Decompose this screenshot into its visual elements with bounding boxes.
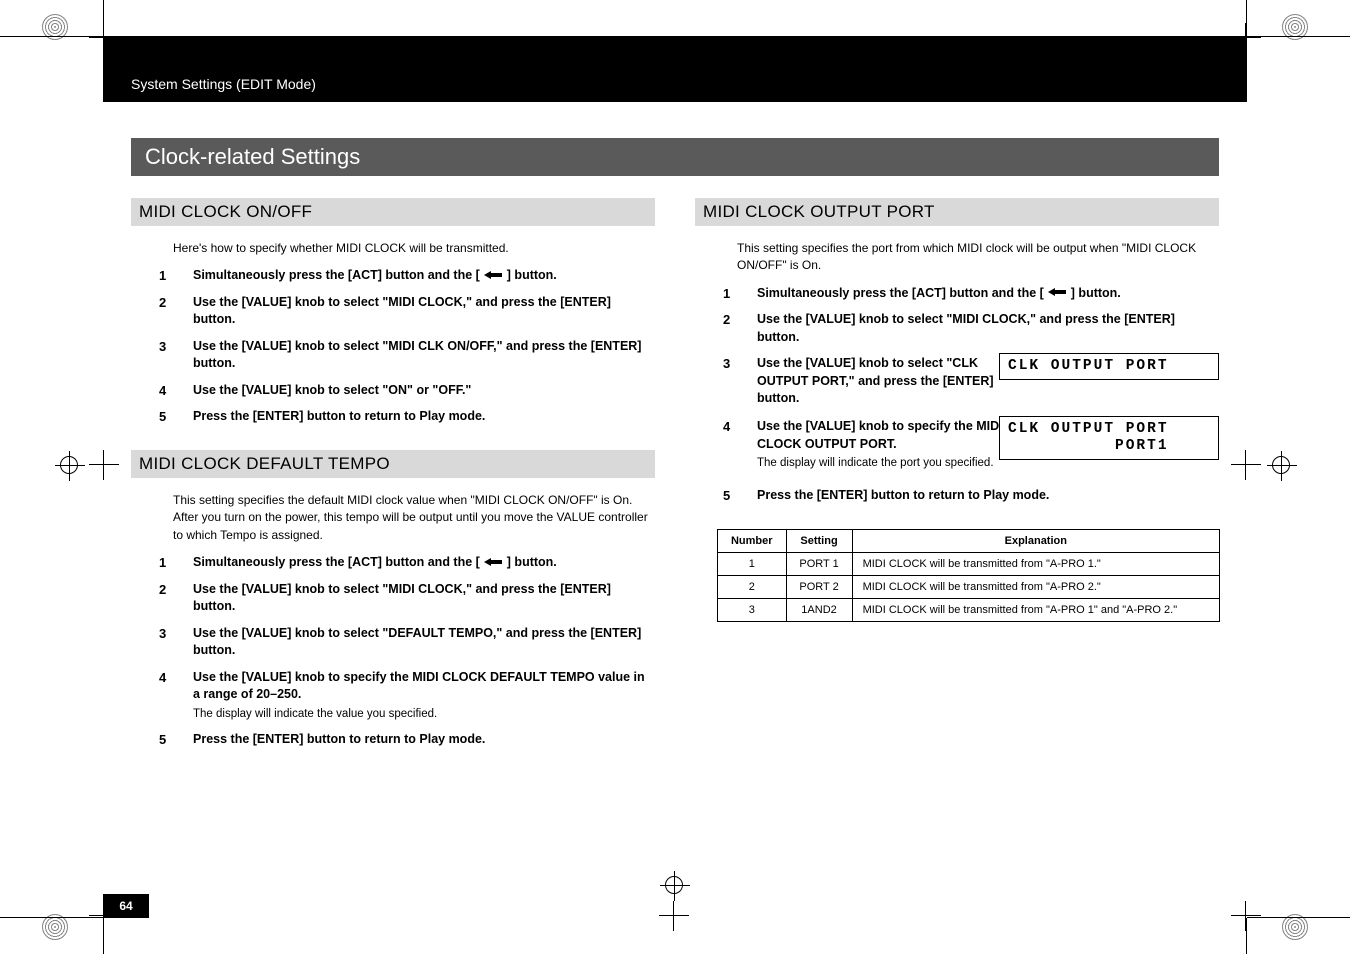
table-header: Explanation xyxy=(852,529,1219,552)
steps-list: Simultaneously press the [ACT] button an… xyxy=(159,267,655,426)
steps-list: Simultaneously press the [ACT] button an… xyxy=(723,285,1219,505)
table-cell: PORT 1 xyxy=(786,552,852,575)
table-row: Number Setting Explanation xyxy=(718,529,1220,552)
step-text: ] button. xyxy=(507,268,557,282)
table-cell: 1 xyxy=(718,552,787,575)
column-left: MIDI CLOCK ON/OFF Here's how to specify … xyxy=(131,198,655,772)
step-item: Simultaneously press the [ACT] button an… xyxy=(723,285,1219,303)
columns: MIDI CLOCK ON/OFF Here's how to specify … xyxy=(131,198,1219,772)
crop-cross-icon xyxy=(95,456,113,474)
trim-line xyxy=(0,917,103,918)
table-cell: 2 xyxy=(718,575,787,598)
registration-mark-icon xyxy=(1282,914,1308,940)
table-cell: MIDI CLOCK will be transmitted from "A-P… xyxy=(852,575,1219,598)
table-cell: 1AND2 xyxy=(786,598,852,621)
section-intro: This setting specifies the port from whi… xyxy=(737,240,1219,275)
trim-line xyxy=(1246,918,1247,954)
step-item: Use the [VALUE] knob to select "DEFAULT … xyxy=(159,625,655,660)
registration-mark-icon xyxy=(1282,14,1308,40)
back-arrow-icon xyxy=(1047,287,1067,297)
page-title: Clock-related Settings xyxy=(131,138,1219,176)
column-right: MIDI CLOCK OUTPUT PORT This setting spec… xyxy=(695,198,1219,772)
step-item: Use the [VALUE] knob to specify the MIDI… xyxy=(723,418,1219,478)
step-item: Press the [ENTER] button to return to Pl… xyxy=(723,487,1219,505)
step-item: Use the [VALUE] knob to select "MIDI CLO… xyxy=(723,311,1219,346)
step-item: Simultaneously press the [ACT] button an… xyxy=(159,267,655,285)
trim-line xyxy=(0,36,103,37)
step-text: Simultaneously press the [ACT] button an… xyxy=(757,286,1044,300)
step-text: Use the [VALUE] knob to select "CLK OUTP… xyxy=(757,355,1027,408)
step-text: Simultaneously press the [ACT] button an… xyxy=(193,268,480,282)
crop-cross-icon xyxy=(1237,907,1255,925)
step-subtext: The display will indicate the port you s… xyxy=(757,455,1027,471)
page-body: Clock-related Settings MIDI CLOCK ON/OFF… xyxy=(131,138,1219,894)
step-item: Use the [VALUE] knob to select "MIDI CLK… xyxy=(159,338,655,373)
section-heading-output-port: MIDI CLOCK OUTPUT PORT xyxy=(695,198,1219,226)
step-item: Use the [VALUE] knob to select "CLK OUTP… xyxy=(723,355,1219,409)
registration-mark-icon xyxy=(42,14,68,40)
port-table: Number Setting Explanation 1 PORT 1 MIDI… xyxy=(717,529,1220,622)
step-item: Use the [VALUE] knob to select "MIDI CLO… xyxy=(159,294,655,329)
trim-line xyxy=(103,0,104,36)
section-intro: This setting specifies the default MIDI … xyxy=(173,492,655,544)
table-row: 1 PORT 1 MIDI CLOCK will be transmitted … xyxy=(718,552,1220,575)
table-header: Number xyxy=(718,529,787,552)
crop-cross-icon xyxy=(665,907,683,925)
page-number: 64 xyxy=(103,894,149,918)
crop-cross-icon xyxy=(1237,456,1255,474)
step-item: Simultaneously press the [ACT] button an… xyxy=(159,554,655,572)
section-heading-midi-clock-onoff: MIDI CLOCK ON/OFF xyxy=(131,198,655,226)
table-cell: PORT 2 xyxy=(786,575,852,598)
step-text: Use the [VALUE] knob to specify the MIDI… xyxy=(193,670,645,702)
back-arrow-icon xyxy=(483,270,503,280)
trim-line xyxy=(1246,0,1247,36)
step-item: Press the [ENTER] button to return to Pl… xyxy=(159,408,655,426)
step-subtext: The display will indicate the value you … xyxy=(193,706,655,722)
step-item: Press the [ENTER] button to return to Pl… xyxy=(159,731,655,749)
registration-mark-icon xyxy=(42,914,68,940)
step-item: Use the [VALUE] knob to specify the MIDI… xyxy=(159,669,655,722)
steps-list: Simultaneously press the [ACT] button an… xyxy=(159,554,655,748)
table-cell: MIDI CLOCK will be transmitted from "A-P… xyxy=(852,598,1219,621)
step-text: ] button. xyxy=(1071,286,1121,300)
back-arrow-icon xyxy=(483,557,503,567)
table-cell: MIDI CLOCK will be transmitted from "A-P… xyxy=(852,552,1219,575)
crop-cross-icon xyxy=(1272,456,1290,474)
trim-line xyxy=(1247,917,1350,918)
step-text: Use the [VALUE] knob to specify the MIDI… xyxy=(757,419,1003,451)
header-bar: System Settings (EDIT Mode) xyxy=(103,36,1247,102)
lcd-display: CLK OUTPUT PORT PORT1 xyxy=(999,416,1219,459)
step-item: Use the [VALUE] knob to select "MIDI CLO… xyxy=(159,581,655,616)
breadcrumb: System Settings (EDIT Mode) xyxy=(131,76,316,92)
step-text: Simultaneously press the [ACT] button an… xyxy=(193,555,480,569)
table-row: 2 PORT 2 MIDI CLOCK will be transmitted … xyxy=(718,575,1220,598)
trim-line xyxy=(1247,36,1350,37)
table-cell: 3 xyxy=(718,598,787,621)
section-intro: Here's how to specify whether MIDI CLOCK… xyxy=(173,240,655,257)
step-text: ] button. xyxy=(507,555,557,569)
table-header: Setting xyxy=(786,529,852,552)
crop-cross-icon xyxy=(60,456,78,474)
table-row: 3 1AND2 MIDI CLOCK will be transmitted f… xyxy=(718,598,1220,621)
trim-line xyxy=(103,918,104,954)
lcd-display: CLK OUTPUT PORT xyxy=(999,353,1219,380)
step-item: Use the [VALUE] knob to select "ON" or "… xyxy=(159,382,655,400)
section-heading-default-tempo: MIDI CLOCK DEFAULT TEMPO xyxy=(131,450,655,478)
